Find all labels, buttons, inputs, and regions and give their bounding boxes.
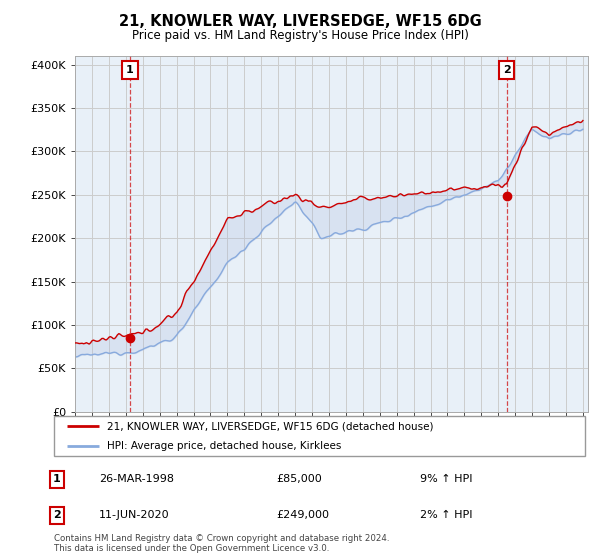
Text: 2: 2 xyxy=(53,511,61,520)
Text: 21, KNOWLER WAY, LIVERSEDGE, WF15 6DG: 21, KNOWLER WAY, LIVERSEDGE, WF15 6DG xyxy=(119,14,481,29)
Text: Contains HM Land Registry data © Crown copyright and database right 2024.
This d: Contains HM Land Registry data © Crown c… xyxy=(54,534,389,553)
Text: £85,000: £85,000 xyxy=(276,474,322,484)
Text: 2% ↑ HPI: 2% ↑ HPI xyxy=(420,511,473,520)
Text: 9% ↑ HPI: 9% ↑ HPI xyxy=(420,474,473,484)
Text: 1: 1 xyxy=(53,474,61,484)
Text: 21, KNOWLER WAY, LIVERSEDGE, WF15 6DG (detached house): 21, KNOWLER WAY, LIVERSEDGE, WF15 6DG (d… xyxy=(107,421,434,431)
Text: 11-JUN-2020: 11-JUN-2020 xyxy=(99,511,170,520)
Text: 1: 1 xyxy=(126,64,134,74)
FancyBboxPatch shape xyxy=(54,416,585,456)
Text: Price paid vs. HM Land Registry's House Price Index (HPI): Price paid vs. HM Land Registry's House … xyxy=(131,29,469,42)
Text: 2: 2 xyxy=(503,64,511,74)
Text: HPI: Average price, detached house, Kirklees: HPI: Average price, detached house, Kirk… xyxy=(107,441,341,451)
Text: £249,000: £249,000 xyxy=(276,511,329,520)
Text: 26-MAR-1998: 26-MAR-1998 xyxy=(99,474,174,484)
